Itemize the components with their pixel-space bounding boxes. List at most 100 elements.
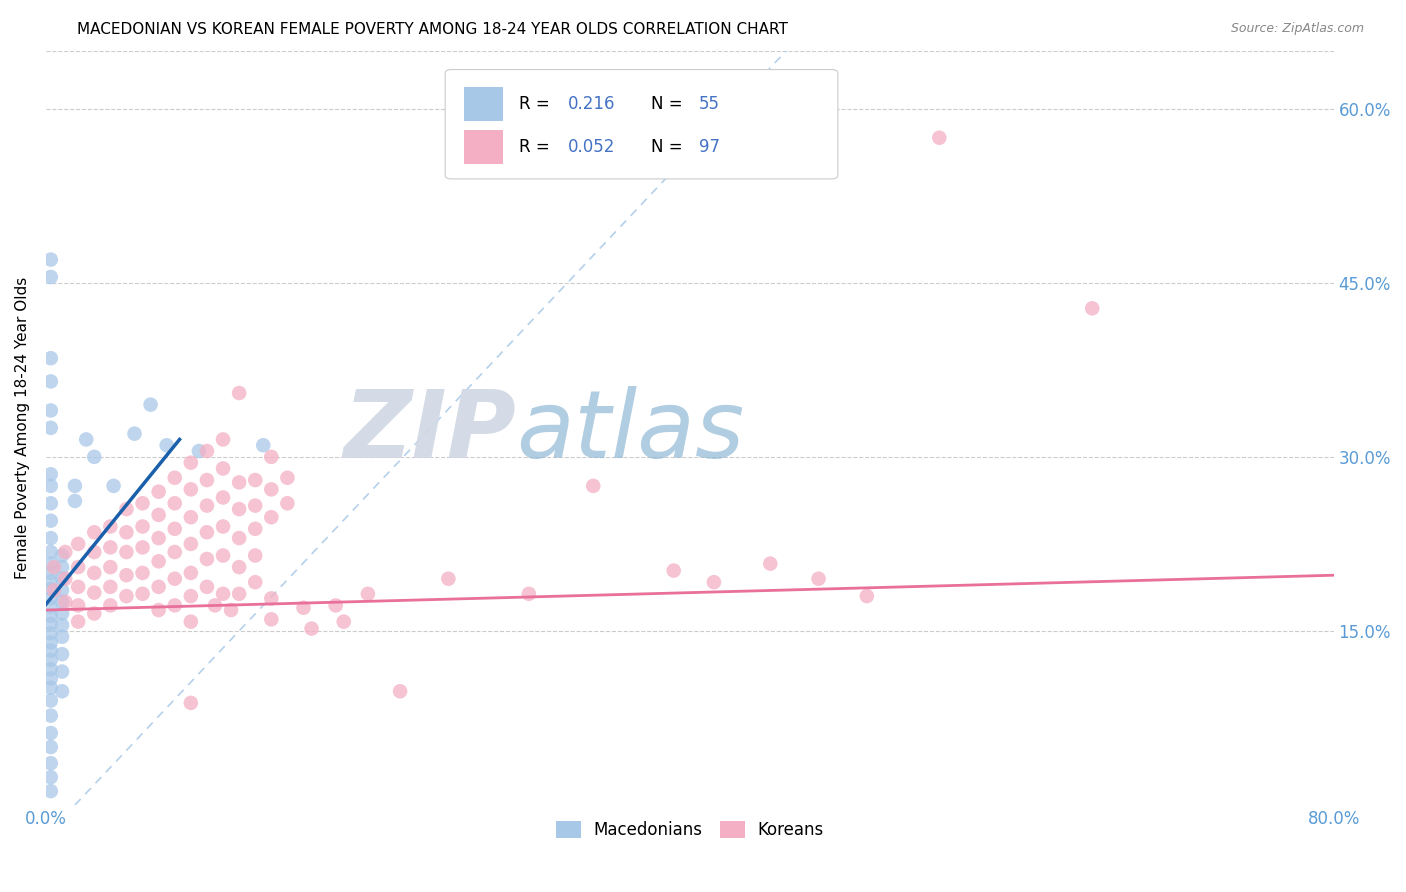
FancyBboxPatch shape xyxy=(464,130,503,164)
Point xyxy=(148,531,170,545)
Point xyxy=(131,541,153,555)
Text: Source: ZipAtlas.com: Source: ZipAtlas.com xyxy=(1230,22,1364,36)
Point xyxy=(39,599,62,614)
Point xyxy=(51,560,73,574)
Point xyxy=(51,583,73,598)
Point xyxy=(51,630,73,644)
Point xyxy=(187,444,209,458)
Point xyxy=(163,599,186,613)
Point xyxy=(856,589,879,603)
Point xyxy=(115,525,138,540)
Point xyxy=(98,519,121,533)
Text: 55: 55 xyxy=(699,95,720,113)
Point xyxy=(83,450,105,464)
Point xyxy=(219,603,242,617)
Point xyxy=(39,531,62,545)
Point xyxy=(51,549,73,563)
Point xyxy=(39,270,62,285)
Point xyxy=(195,580,218,594)
Text: N =: N = xyxy=(651,138,688,156)
Point xyxy=(332,615,354,629)
Point xyxy=(39,514,62,528)
Point xyxy=(39,693,62,707)
Point xyxy=(195,525,218,540)
Text: 0.052: 0.052 xyxy=(568,138,614,156)
Point xyxy=(39,591,62,606)
Y-axis label: Female Poverty Among 18-24 Year Olds: Female Poverty Among 18-24 Year Olds xyxy=(15,277,30,579)
Point xyxy=(276,496,298,510)
Point xyxy=(51,607,73,621)
Point xyxy=(42,583,65,598)
Point xyxy=(228,475,250,490)
Point xyxy=(357,587,380,601)
Point xyxy=(582,479,605,493)
Point xyxy=(39,557,62,571)
Point xyxy=(39,770,62,784)
Point xyxy=(75,433,97,447)
FancyBboxPatch shape xyxy=(446,70,838,179)
Point xyxy=(292,600,315,615)
Point xyxy=(245,549,267,563)
Point xyxy=(51,618,73,632)
Point xyxy=(180,483,202,497)
Point xyxy=(163,572,186,586)
Point xyxy=(180,456,202,470)
Point xyxy=(39,643,62,657)
Point xyxy=(517,587,540,601)
Point xyxy=(53,595,76,609)
Point xyxy=(228,560,250,574)
Point xyxy=(212,587,235,601)
Point xyxy=(163,522,186,536)
Text: 97: 97 xyxy=(699,138,720,156)
Point xyxy=(148,508,170,522)
Point xyxy=(39,726,62,740)
Point xyxy=(98,541,121,555)
Point xyxy=(131,496,153,510)
Point xyxy=(39,662,62,676)
Point xyxy=(131,566,153,580)
Point xyxy=(195,552,218,566)
Point xyxy=(39,739,62,754)
Point xyxy=(156,438,179,452)
Point xyxy=(928,130,950,145)
Point xyxy=(98,580,121,594)
Point xyxy=(51,572,73,586)
Point xyxy=(195,444,218,458)
Point xyxy=(212,461,235,475)
Point xyxy=(260,483,283,497)
Point xyxy=(195,473,218,487)
Text: 0.216: 0.216 xyxy=(568,95,614,113)
Point xyxy=(39,784,62,798)
Text: atlas: atlas xyxy=(516,386,744,477)
Point xyxy=(103,479,125,493)
Point xyxy=(228,587,250,601)
Point xyxy=(39,681,62,695)
Point xyxy=(212,433,235,447)
Point xyxy=(195,499,218,513)
Point xyxy=(245,575,267,590)
Point xyxy=(148,603,170,617)
Point xyxy=(67,599,90,613)
Point xyxy=(39,421,62,435)
Point xyxy=(115,589,138,603)
Point xyxy=(180,566,202,580)
Point xyxy=(389,684,412,698)
Point xyxy=(83,607,105,621)
Point xyxy=(115,545,138,559)
Point xyxy=(39,608,62,623)
Point xyxy=(245,499,267,513)
Point xyxy=(51,684,73,698)
Point xyxy=(212,491,235,505)
Point xyxy=(276,471,298,485)
Point xyxy=(180,589,202,603)
Point xyxy=(124,426,146,441)
Point xyxy=(131,519,153,533)
Point xyxy=(51,595,73,609)
FancyBboxPatch shape xyxy=(464,87,503,120)
Point xyxy=(260,450,283,464)
Point xyxy=(1081,301,1104,316)
Point xyxy=(42,560,65,574)
Point xyxy=(63,494,86,508)
Point xyxy=(228,502,250,516)
Point xyxy=(180,537,202,551)
